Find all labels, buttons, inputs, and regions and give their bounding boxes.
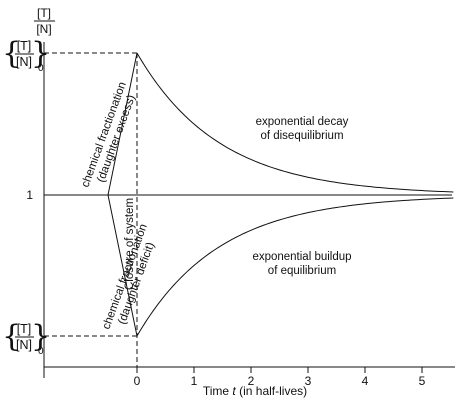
closure-annotation: Closure of system bbox=[124, 198, 136, 290]
x-tick-label: 4 bbox=[362, 374, 369, 388]
buildup-curve bbox=[136, 197, 454, 337]
x-tick-label: 2 bbox=[248, 374, 255, 388]
decay-annotation-line-2: of disequilibrium bbox=[260, 130, 343, 142]
closure-label: Closure of system bbox=[124, 198, 136, 290]
y-tick-bottom: { [T] [N] } 0 bbox=[2, 319, 50, 357]
y-tick-bottom-right-brace: } bbox=[31, 319, 50, 354]
y-tick-top-denominator: [N] bbox=[16, 55, 32, 69]
x-axis-title-suffix: (in half-lives) bbox=[236, 384, 307, 398]
y-axis-label-numerator: [T] bbox=[37, 6, 51, 20]
x-tick-label: 5 bbox=[419, 374, 426, 388]
y-tick-top-left-brace: { bbox=[2, 36, 21, 71]
x-axis-title-prefix: Time bbox=[203, 384, 233, 398]
x-tick-label: 0 bbox=[134, 374, 141, 388]
y-tick-top: { [T] [N] } 0 bbox=[2, 36, 50, 74]
x-tick-label: 1 bbox=[191, 374, 198, 388]
y-tick-top-numerator: [T] bbox=[17, 39, 32, 53]
y-tick-top-right-brace: } bbox=[31, 36, 50, 71]
y-tick-bottom-denominator: [N] bbox=[16, 338, 32, 352]
buildup-annotation-line-2: of equilibrium bbox=[268, 265, 336, 277]
x-ticks: 0 1 2 3 4 5 bbox=[134, 367, 426, 388]
y-tick-bottom-subscript: 0 bbox=[38, 346, 44, 357]
fractionation-deficit-line bbox=[107, 194, 138, 337]
x-axis-title-variable: t bbox=[232, 384, 236, 398]
y-axis-label: [T] [N] bbox=[34, 6, 55, 36]
y-tick-top-subscript: 0 bbox=[38, 63, 44, 74]
y-tick-bottom-left-brace: { bbox=[2, 319, 21, 354]
y-tick-mid-label: 1 bbox=[26, 188, 33, 202]
x-tick-label: 3 bbox=[305, 374, 312, 388]
y-tick-bottom-numerator: [T] bbox=[17, 322, 32, 336]
daughter-excess-annotation: chemical fractionation (daughter excess) bbox=[80, 80, 138, 189]
decay-curve bbox=[136, 52, 454, 193]
buildup-annotation-line-1: exponential buildup bbox=[252, 251, 351, 263]
fractionation-excess-line bbox=[107, 52, 138, 196]
x-axis-title: Time t (in half-lives) bbox=[203, 384, 307, 398]
y-axis-label-denominator: [N] bbox=[36, 22, 51, 36]
decay-annotation-line-1: exponential decay bbox=[256, 116, 349, 128]
